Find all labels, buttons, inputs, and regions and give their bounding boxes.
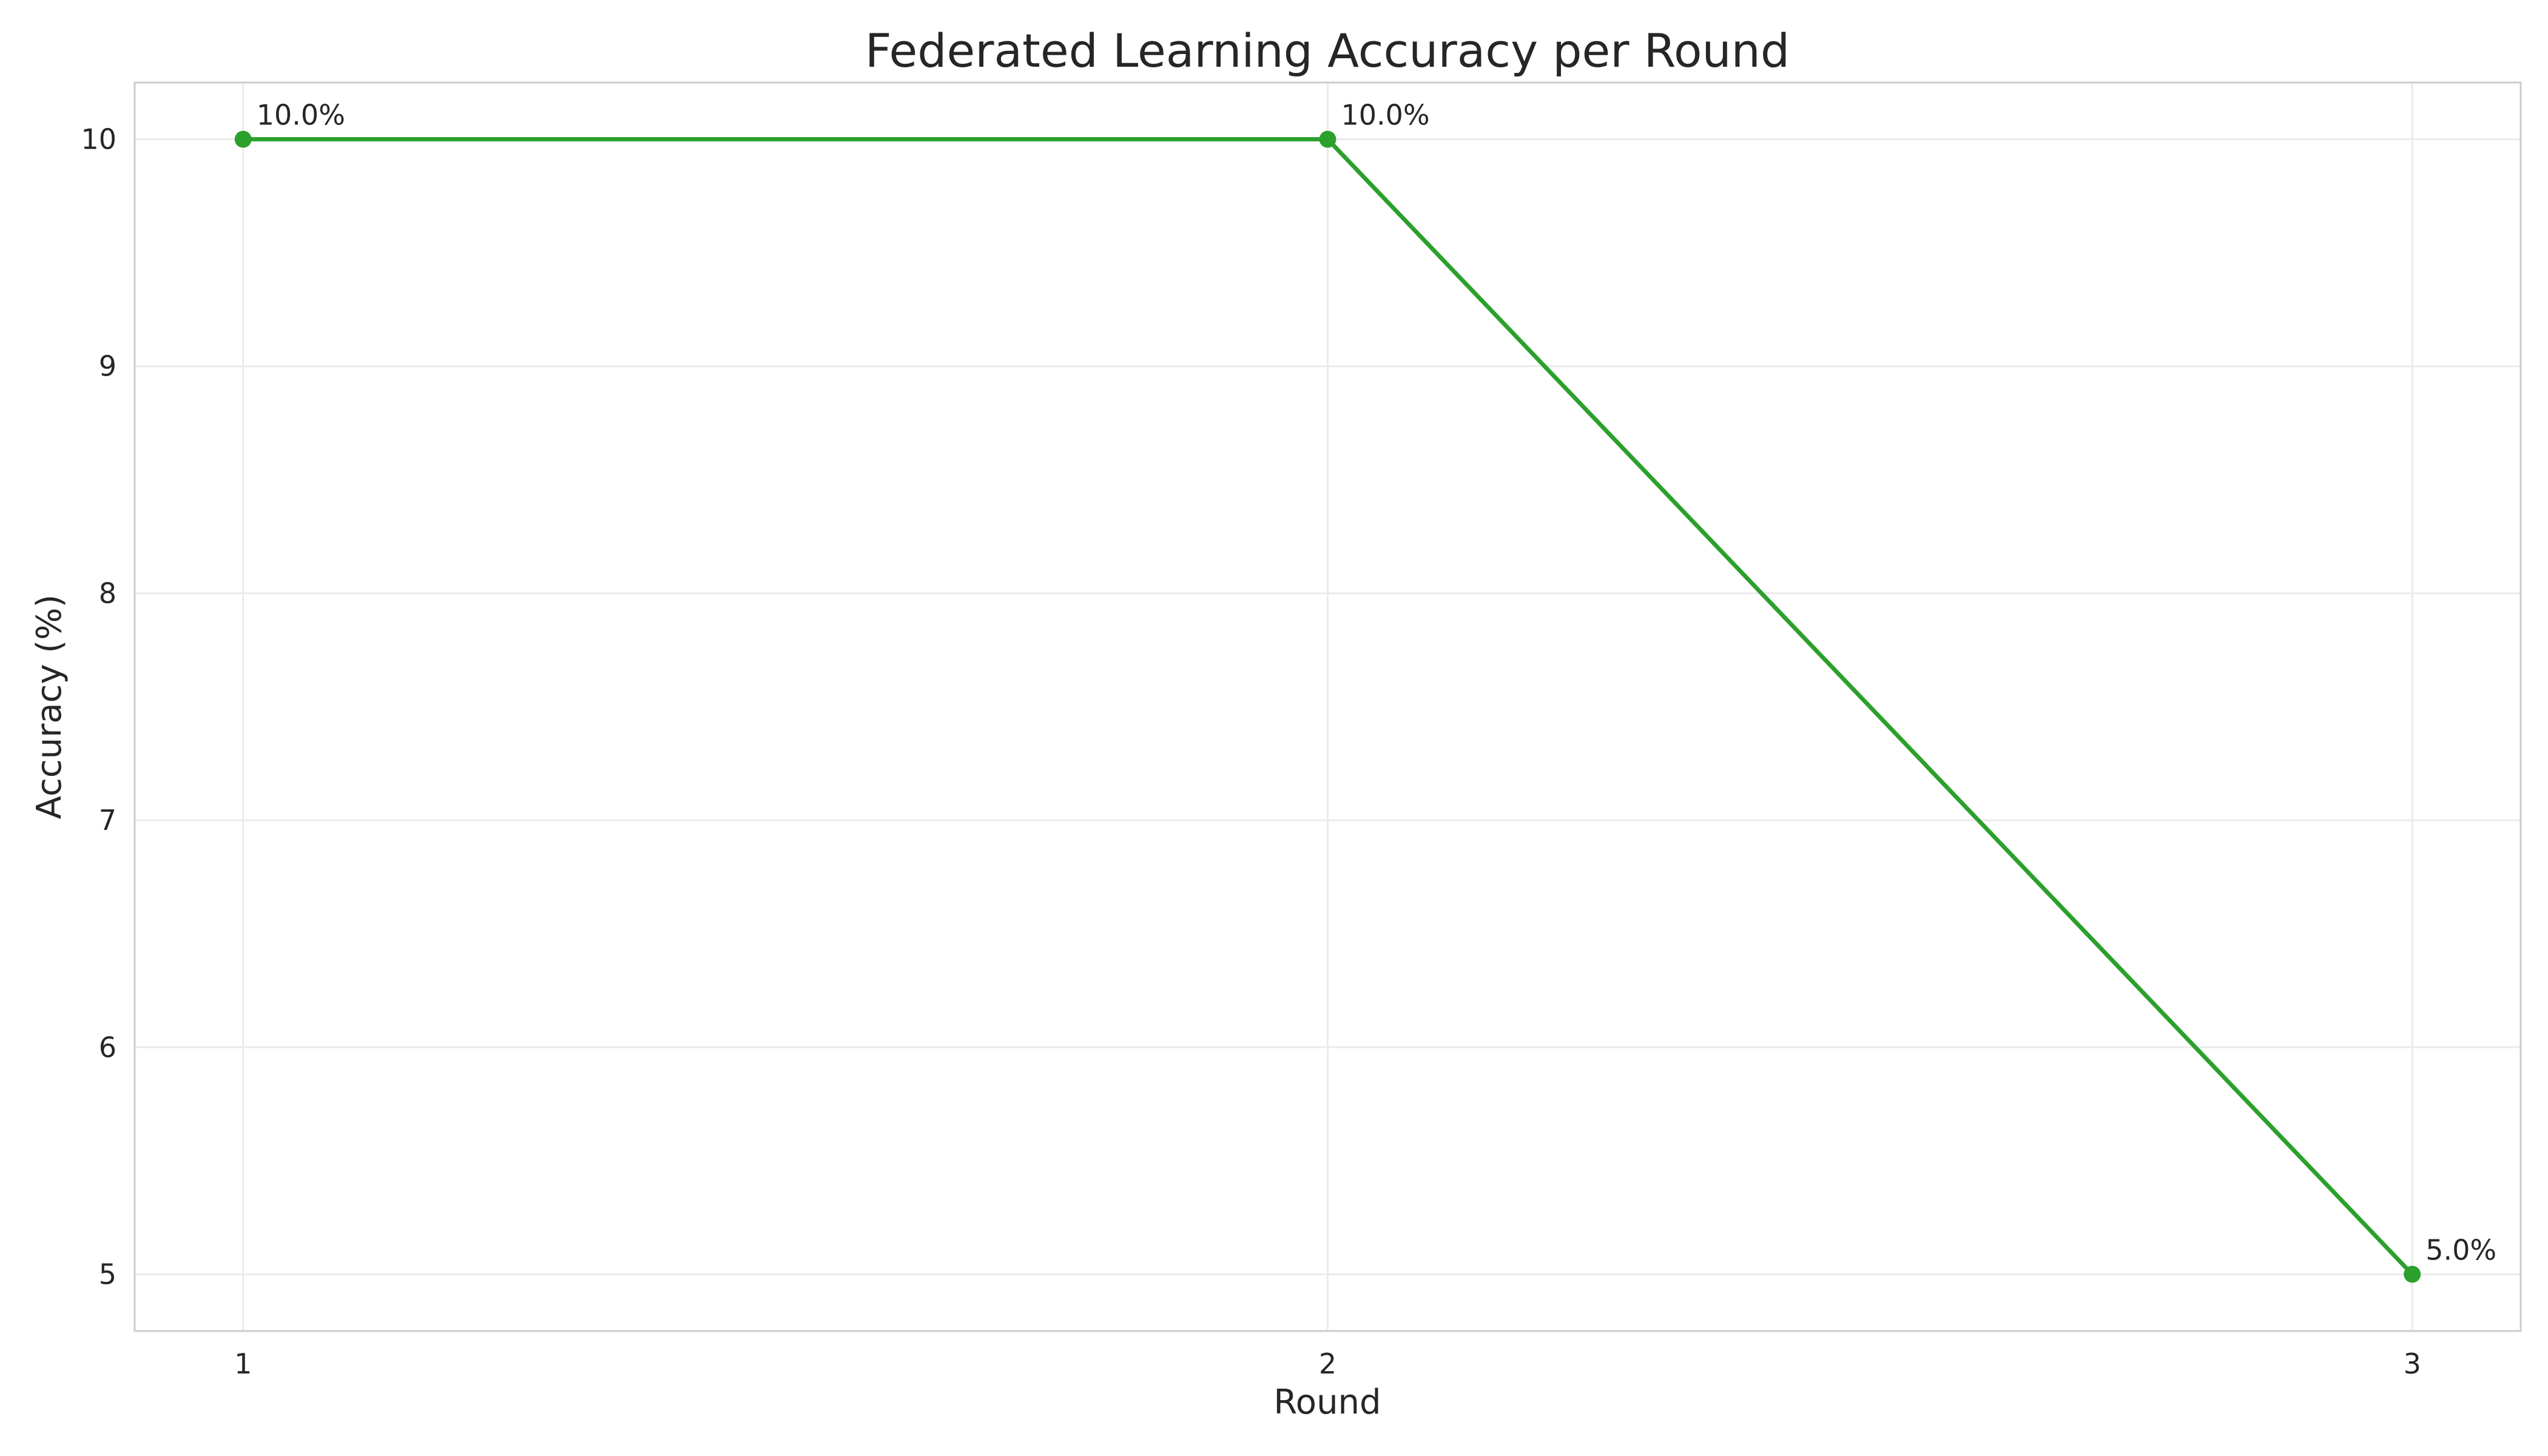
- chart-title: Federated Learning Accuracy per Round: [865, 24, 1790, 78]
- data-point: [2404, 1266, 2421, 1283]
- x-tick-label: 2: [1319, 1347, 1336, 1380]
- series-layer: [234, 130, 2421, 1283]
- data-label: 10.0%: [257, 99, 345, 132]
- x-axis-label: Round: [1273, 1383, 1381, 1422]
- plot-frame: [133, 81, 2522, 1332]
- tick-layer: 1 2 3 5 6 7 8 9 10: [81, 123, 2421, 1380]
- y-tick-label: 6: [99, 1031, 116, 1063]
- y-tick-label: 10: [81, 123, 116, 156]
- y-tick-label: 7: [99, 804, 116, 837]
- x-tick-label: 3: [2404, 1347, 2421, 1380]
- data-label: 5.0%: [2425, 1233, 2496, 1266]
- y-tick-label: 8: [99, 577, 116, 610]
- data-label-layer: 10.0% 10.0% 5.0%: [257, 99, 2496, 1267]
- data-point: [1319, 130, 1336, 148]
- grid-layer: [135, 83, 2521, 1331]
- y-tick-label: 9: [99, 350, 116, 383]
- y-tick-label: 5: [99, 1258, 116, 1290]
- x-tick-label: 1: [234, 1347, 252, 1380]
- y-axis-label: Accuracy (%): [30, 595, 69, 819]
- data-point: [234, 130, 252, 148]
- data-label: 10.0%: [1341, 99, 1430, 132]
